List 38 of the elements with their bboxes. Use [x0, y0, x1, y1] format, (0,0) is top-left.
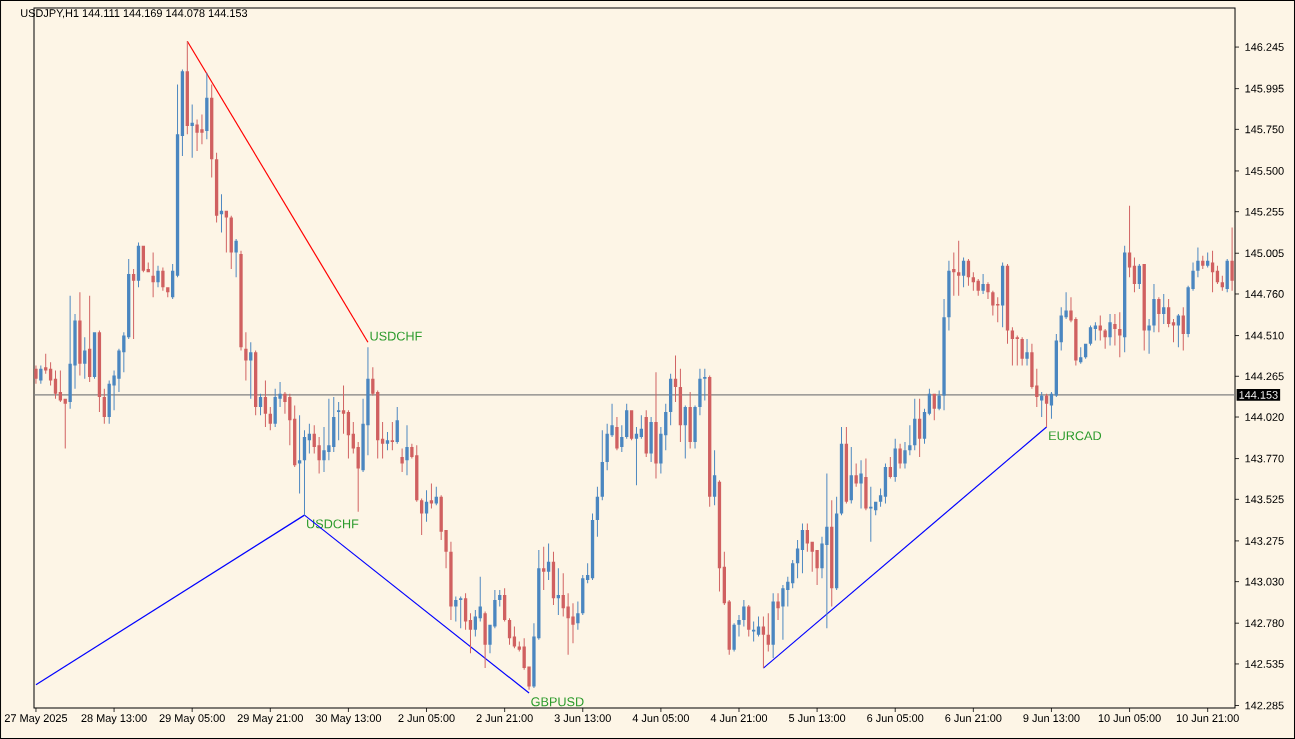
y-tick-label: 145.005	[1245, 249, 1284, 258]
y-tick-label: 143.770	[1245, 454, 1284, 463]
x-tick-label: 28 May 13:00	[81, 714, 147, 725]
x-tick-label: 2 Jun 05:00	[398, 714, 455, 723]
y-tick-label: 144.510	[1245, 331, 1284, 340]
ref-line-label: 144.153	[1239, 391, 1278, 399]
y-tick-label: 144.265	[1245, 372, 1284, 381]
y-tick-label: 145.255	[1245, 207, 1284, 216]
series-label: GBPUSD	[531, 697, 584, 707]
y-tick-label: 142.535	[1245, 660, 1284, 668]
y-tick-label: 145.750	[1245, 125, 1284, 134]
series-label: USDCHF	[370, 331, 422, 341]
y-tick-label: 143.525	[1245, 495, 1284, 504]
x-tick-label: 6 Jun 21:00	[945, 714, 1002, 723]
x-tick-label: 6 Jun 05:00	[867, 714, 924, 723]
y-tick-label: 143.030	[1245, 577, 1284, 586]
x-tick-label: 29 May 05:00	[159, 714, 225, 725]
y-tick-label: 142.285	[1245, 701, 1284, 710]
y-tick-label: 145.500	[1245, 167, 1284, 175]
y-tick-label: 143.275	[1245, 537, 1284, 545]
x-tick-label: 3 Jun 13:00	[554, 714, 611, 723]
y-tick-label: 144.760	[1245, 290, 1284, 298]
chart-title: USDJPY,H1 144.111 144.169 144.078 144.153	[21, 9, 248, 19]
x-tick-label: 10 Jun 21:00	[1176, 714, 1239, 723]
x-tick-label: 30 May 13:00	[315, 714, 382, 725]
x-tick-label: 10 Jun 05:00	[1098, 714, 1161, 723]
y-tick-label: 142.780	[1245, 619, 1284, 628]
x-tick-label: 27 May 2025	[4, 714, 68, 725]
y-tick-label: 146.245	[1245, 43, 1284, 51]
x-tick-label: 9 Jun 13:00	[1023, 714, 1080, 723]
x-tick-label: 4 Jun 05:00	[632, 714, 689, 723]
x-tick-label: 4 Jun 21:00	[710, 714, 768, 723]
series-label: EURCAD	[1049, 431, 1102, 441]
y-tick-label: 145.995	[1245, 84, 1284, 93]
x-tick-label: 5 Jun 13:00	[788, 714, 846, 723]
y-tick-label: 144.020	[1245, 413, 1284, 421]
x-tick-label: 29 May 21:00	[237, 714, 303, 725]
x-tick-label: 2 Jun 21:00	[476, 714, 533, 723]
